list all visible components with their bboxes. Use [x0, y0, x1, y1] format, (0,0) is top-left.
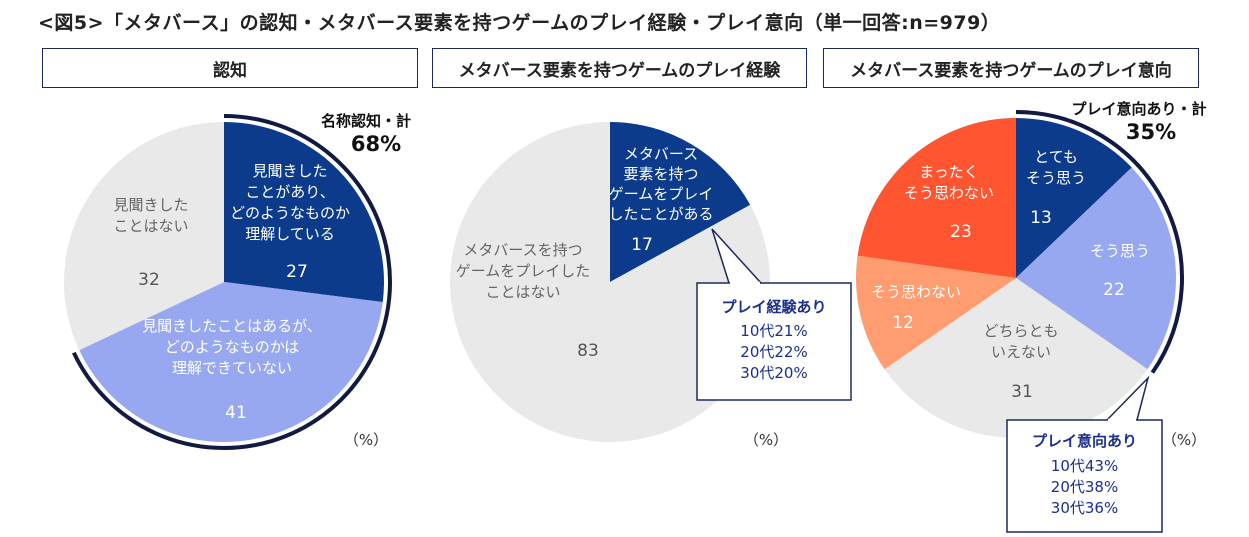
slice-label-line: まったく: [919, 163, 978, 181]
slice-label-line: 見聞きした: [113, 196, 188, 214]
total-arc: [1015, 110, 1184, 374]
pie-slice: [449, 121, 771, 442]
slice-value: 12: [892, 313, 914, 333]
slice-label-line: ことはない: [113, 217, 188, 235]
slice-label: 見聞きしたことはない: [113, 196, 188, 235]
slice-label-line: メタバースを持つ: [463, 241, 582, 259]
callout-box: [696, 282, 852, 401]
slice-label: まったくそう思わない: [904, 163, 994, 202]
callout-line-line: 10代43%: [1051, 457, 1118, 475]
pie-slice: [79, 282, 383, 443]
slice-label: 見聞きしたことがあり、どのようなものか理解している: [230, 162, 350, 243]
slice-value: 27: [286, 262, 308, 282]
callout-title: プレイ意向あり: [1032, 432, 1137, 450]
slice-label: とてもそう思う: [1026, 148, 1086, 187]
slice-label-line: どちらとも: [983, 322, 1058, 340]
slice-label-line: ゲームをプレイした: [456, 262, 591, 280]
pie-slice: [884, 278, 1148, 439]
callout-line-line: 10代21%: [740, 322, 807, 340]
pie-slice: [856, 255, 1016, 370]
panel-title-play-intention: メタバース要素を持つゲームのプレイ意向: [823, 48, 1199, 88]
panel-title-play-experience: メタバース要素を持つゲームのプレイ経験: [432, 48, 807, 88]
slice-label: どちらともいえない: [983, 322, 1058, 361]
slice-value: 32: [138, 270, 160, 290]
pie-chart-play-intention: とてもそう思う13そう思う22どちらともいえない31そう思わない12まったくそう…: [856, 100, 1207, 533]
total-label: 名称認知・計: [321, 112, 411, 130]
total-arc: [71, 114, 392, 450]
unit-label: （%）: [1162, 431, 1206, 449]
slice-label-line: 見聞きしたことはあるが、: [142, 317, 322, 335]
slice-value: 23: [950, 222, 972, 242]
unit-label: （%）: [744, 431, 788, 449]
pie-slice: [857, 118, 1016, 278]
callout-line-line: 20代38%: [1051, 478, 1118, 496]
slice-label-line: どのようなものか: [230, 204, 350, 222]
slice-value: 41: [225, 403, 247, 423]
slice-value: 31: [1011, 382, 1033, 402]
slice-label-line: そう思わない: [871, 283, 961, 301]
slice-label-line: とても: [1034, 148, 1078, 166]
slice-label-line: そう思わない: [904, 184, 994, 202]
slice-label-line: そう思う: [1090, 242, 1150, 260]
callout-line-line: 30代20%: [740, 364, 807, 382]
callout-box: [1006, 419, 1163, 533]
slice-label: メタバース要素を持つゲームをプレイしたことがある: [608, 145, 713, 223]
callout-pointer: [1106, 375, 1150, 421]
pie-slice: [63, 122, 224, 351]
callout-line-line: 30代36%: [1051, 499, 1118, 517]
slice-label-line: ことはない: [485, 283, 560, 301]
unit-label: （%）: [344, 431, 388, 449]
slice-label-line: 要素を持つ: [623, 165, 698, 183]
pie-slice: [1016, 118, 1132, 278]
total-value: 68%: [351, 132, 401, 156]
page-title: <図5>「メタバース」の認知・メタバース要素を持つゲームのプレイ経験・プレイ意向…: [38, 12, 1001, 34]
slice-label-line: 理解できていない: [172, 359, 292, 377]
slice-value: 83: [577, 341, 599, 361]
pie-slice: [1016, 167, 1176, 370]
pie-slice: [224, 122, 384, 303]
total-value: 35%: [1126, 120, 1176, 144]
slice-label-line: メタバース: [624, 145, 698, 163]
panel-title-awareness: 認知: [42, 48, 418, 88]
slice-label-line: ゲームをプレイ: [609, 185, 714, 203]
slice-label: 見聞きしたことはあるが、どのようなものかは理解できていない: [142, 317, 322, 377]
slice-label-line: 理解している: [245, 225, 335, 243]
pie-slice: [610, 122, 751, 282]
slice-label-line: したことがある: [608, 205, 713, 223]
slice-label-line: そう思う: [1026, 169, 1086, 187]
slice-label-line: ことがあり、: [245, 183, 334, 201]
slice-value: 13: [1030, 208, 1052, 228]
callout-title: プレイ経験あり: [721, 298, 826, 316]
pie-chart-play-experience: メタバース要素を持つゲームをプレイしたことがある17メタバースを持つゲームをプレ…: [449, 121, 852, 449]
slice-value: 22: [1103, 280, 1125, 300]
slice-label: そう思う: [1090, 242, 1150, 260]
slice-label-line: 見聞きした: [252, 162, 327, 180]
pie-chart-awareness: 見聞きしたことがあり、どのようなものか理解している27見聞きしたことはあるが、ど…: [63, 112, 411, 450]
callout-pointer: [711, 228, 762, 284]
total-label: プレイ意向あり・計: [1071, 100, 1206, 118]
callout-line: 10代21% 20代22% 30代20%: [740, 322, 807, 382]
slice-label-line: どのようなものかは: [165, 338, 299, 356]
slice-label: そう思わない: [871, 283, 961, 301]
callout-line: 10代43% 20代38% 30代36%: [1051, 457, 1118, 517]
slice-value: 17: [631, 235, 653, 255]
callout-line-line: 20代22%: [740, 343, 807, 361]
slice-label-line: いえない: [991, 343, 1051, 361]
slice-label: メタバースを持つゲームをプレイしたことはない: [456, 241, 591, 301]
